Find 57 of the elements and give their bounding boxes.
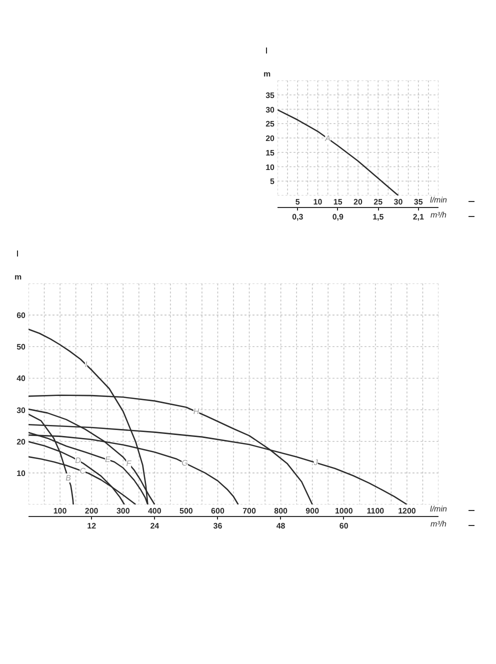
series-label: G — [182, 458, 188, 468]
x-tick-label: 25 — [374, 198, 384, 206]
x2-tick-label: 48 — [276, 522, 286, 530]
x2-tick-label: 12 — [87, 522, 97, 530]
series-label: A — [324, 134, 330, 144]
y-tick-label: 10 — [266, 162, 276, 172]
x-tick-label: 700 — [242, 506, 256, 516]
series-label: D — [75, 456, 82, 465]
y-axis-title: m — [264, 70, 271, 78]
x2-tick-label: 36 — [213, 522, 223, 530]
x-tick-label: 100 — [53, 506, 68, 516]
y-tick-label: 50 — [16, 342, 26, 352]
y-axis-title: m — [14, 272, 22, 282]
x2-tick-label: 0,3 — [292, 212, 304, 222]
y-tick-label: 30 — [16, 406, 26, 415]
y-tick-label: 40 — [16, 374, 26, 384]
x-axis-title: l/min — [430, 504, 448, 514]
x2-tick-label: 24 — [150, 522, 160, 530]
x-tick-label: 20 — [354, 198, 363, 206]
x-tick-label: 10 — [313, 198, 323, 206]
y-tick-label: 20 — [16, 437, 26, 446]
x-tick-label: 15 — [333, 198, 343, 206]
x-tick-label: 400 — [148, 506, 162, 516]
x2-tick-label: 1,5 — [372, 212, 384, 222]
x2-tick-label: 0,9 — [332, 212, 344, 222]
x-tick-label: 35 — [414, 198, 424, 206]
series-label: H — [193, 407, 200, 416]
x-axis-title: l/min — [430, 196, 448, 204]
x-tick-label: 1200 — [398, 506, 416, 516]
x-tick-label: 500 — [180, 506, 194, 516]
series-label: F — [126, 459, 132, 468]
x-tick-label: 800 — [274, 506, 288, 516]
x2-axis-title: m³/h — [430, 210, 448, 220]
x2-tick-label: 60 — [339, 522, 349, 530]
series-label: I — [84, 360, 88, 370]
series-label: J — [312, 458, 319, 468]
x-tick-label: 300 — [116, 506, 130, 516]
series-label: B — [66, 473, 72, 482]
x-tick-label: 30 — [394, 198, 404, 206]
x2-axis-title: m³/h — [430, 520, 448, 528]
x-tick-label: 200 — [84, 506, 99, 516]
y-tick-label: 15 — [266, 148, 276, 158]
y-tick-label: 30 — [266, 105, 276, 114]
x-tick-label: 5 — [295, 198, 300, 206]
series-label: C — [80, 466, 86, 476]
x-tick-label: 900 — [306, 506, 320, 516]
y-tick-label: 10 — [16, 468, 26, 478]
x-tick-label: 600 — [211, 506, 225, 516]
x-tick-label: 1000 — [334, 506, 354, 516]
y-tick-label: 5 — [270, 177, 276, 186]
y-tick-label: 25 — [266, 120, 276, 129]
x-tick-label: 1100 — [366, 506, 385, 516]
series-label: E — [104, 455, 111, 464]
x2-tick-label: 2,1 — [412, 212, 424, 222]
y-tick-label: 60 — [16, 311, 26, 320]
y-tick-label: 35 — [266, 90, 276, 100]
y-tick-label: 20 — [266, 134, 276, 143]
